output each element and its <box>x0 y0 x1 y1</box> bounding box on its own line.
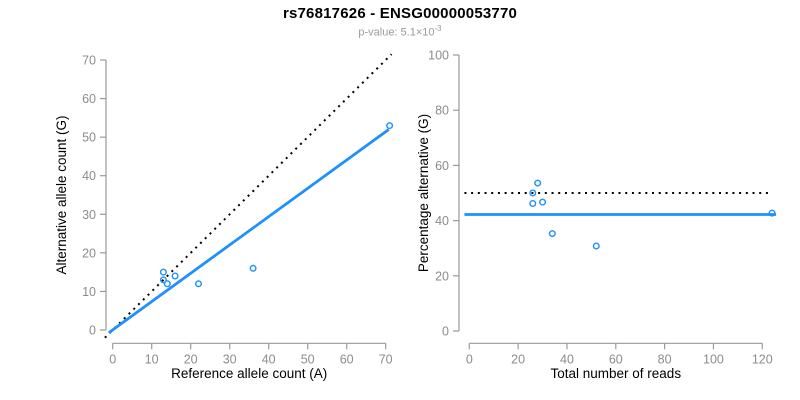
y-axis-title: Alternative allele count (G) <box>54 115 69 274</box>
data-point <box>163 280 171 288</box>
x-tick-label: 70 <box>379 352 393 366</box>
y-tick-label: 0 <box>89 324 96 338</box>
x-tick-label: 20 <box>184 352 198 366</box>
p-value-text: p-value: 5.1×10 <box>358 26 435 39</box>
x-tick-label: 60 <box>340 352 354 366</box>
data-point <box>386 122 394 130</box>
y-axis-title: Percentage alternative (G) <box>416 114 431 272</box>
y-tick-label: 40 <box>435 214 449 228</box>
y-tick-label: 20 <box>82 246 96 260</box>
x-tick-label: 0 <box>466 352 473 366</box>
x-tick-label: 50 <box>301 352 315 366</box>
x-tick-label: 30 <box>223 352 237 366</box>
data-point <box>171 272 179 280</box>
y-tick-label: 20 <box>435 269 449 283</box>
y-tick-label: 0 <box>442 325 449 339</box>
right-plot: 0 20 40 60 80 100 0 20 40 60 80 100 120 Total number … <box>416 49 776 381</box>
data-point <box>529 189 537 197</box>
y-tick-label: 50 <box>82 131 96 145</box>
allelic-ratio-fit-line <box>107 128 390 334</box>
y-tick-label: 70 <box>82 54 96 68</box>
y-tick-label: 10 <box>82 285 96 299</box>
x-tick-label: 60 <box>609 352 623 366</box>
p-value-exponent: -3 <box>434 24 442 33</box>
y-tick-label: 80 <box>435 104 449 118</box>
x-tick-label: 100 <box>703 352 724 366</box>
x-tick-label: 0 <box>109 352 116 366</box>
data-point <box>768 209 776 217</box>
left-plot: 0 10 20 30 40 50 60 70 0 10 20 30 40 50 60 70 Reference … <box>54 53 394 381</box>
data-point <box>194 280 202 288</box>
y-tick-label: 40 <box>82 169 96 183</box>
y-tick-label: 30 <box>82 208 96 222</box>
data-point <box>534 179 542 187</box>
x-tick-label: 80 <box>658 352 672 366</box>
data-point <box>592 242 600 250</box>
data-point <box>249 264 257 272</box>
x-axis-title: Reference allele count (A) <box>171 366 327 381</box>
data-point <box>159 268 167 276</box>
x-tick-label: 40 <box>262 352 276 366</box>
x-axis-title: Total number of reads <box>551 366 682 381</box>
y-tick-label: 60 <box>435 159 449 173</box>
data-point <box>539 198 547 206</box>
y-tick-label: 100 <box>428 49 449 63</box>
y-tick-label: 60 <box>82 92 96 106</box>
x-tick-label: 40 <box>560 352 574 366</box>
x-tick-label: 120 <box>752 352 773 366</box>
x-tick-label: 10 <box>145 352 159 366</box>
identity-50pct-dotted-line <box>104 53 393 339</box>
data-point <box>159 276 167 284</box>
x-tick-label: 20 <box>511 352 525 366</box>
figure-title: rs76817626 - ENSG00000053770 <box>282 5 518 22</box>
data-point <box>548 230 556 238</box>
data-point <box>529 199 537 207</box>
p-value-subtitle: p-value: 5.1×10-3 <box>0 24 800 39</box>
